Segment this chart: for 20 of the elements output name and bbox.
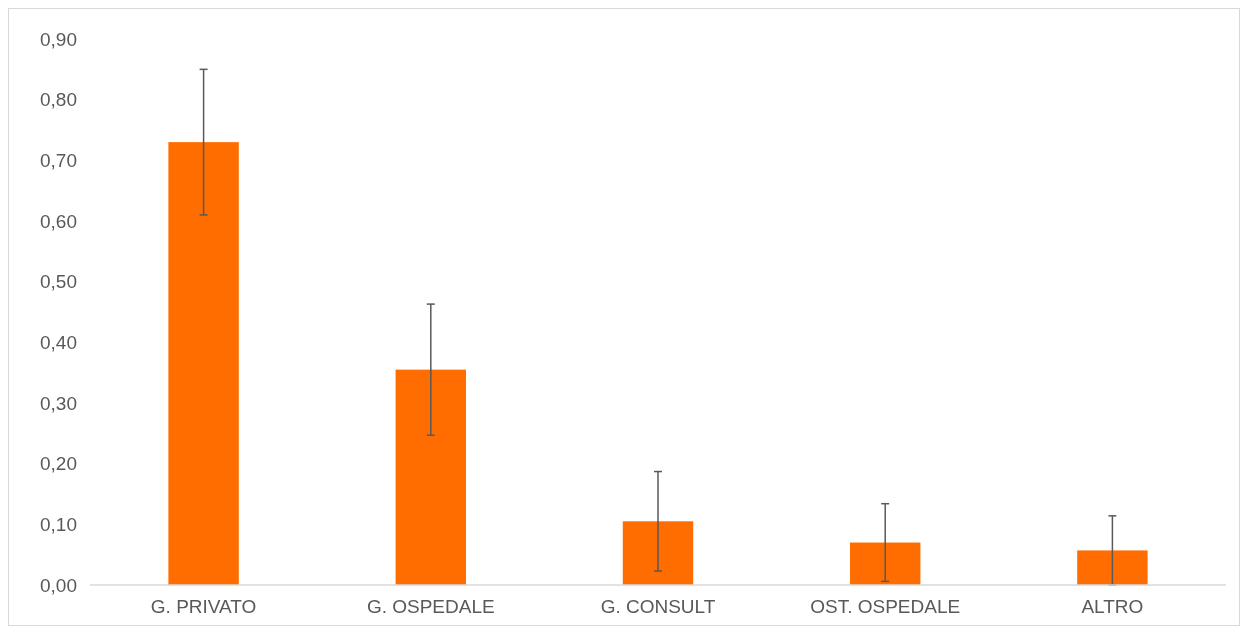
y-tick-label: 0,90 bbox=[40, 28, 77, 50]
y-tick-label: 0,70 bbox=[40, 149, 77, 171]
x-tick-label: OST. OSPEDALE bbox=[810, 596, 961, 617]
x-tick-label: ALTRO bbox=[1081, 596, 1144, 617]
y-tick-label: 0,30 bbox=[40, 392, 77, 414]
bar bbox=[168, 142, 239, 585]
y-tick-label: 0,20 bbox=[40, 453, 77, 475]
bar bbox=[1077, 550, 1148, 585]
x-tick-label: G. CONSULT bbox=[600, 596, 716, 617]
y-tick-label: 0,60 bbox=[40, 210, 77, 232]
y-tick-label: 0,00 bbox=[40, 574, 77, 596]
y-tick-label: 0,80 bbox=[40, 89, 77, 111]
x-tick-label: G. OSPEDALE bbox=[366, 596, 495, 617]
bar bbox=[849, 542, 921, 585]
x-tick-label: G. PRIVATO bbox=[150, 596, 257, 617]
bar bbox=[395, 369, 467, 585]
y-tick-label: 0,50 bbox=[40, 271, 77, 293]
y-tick-label: 0,10 bbox=[40, 513, 77, 535]
bar bbox=[622, 521, 694, 585]
y-tick-label: 0,40 bbox=[40, 331, 77, 353]
